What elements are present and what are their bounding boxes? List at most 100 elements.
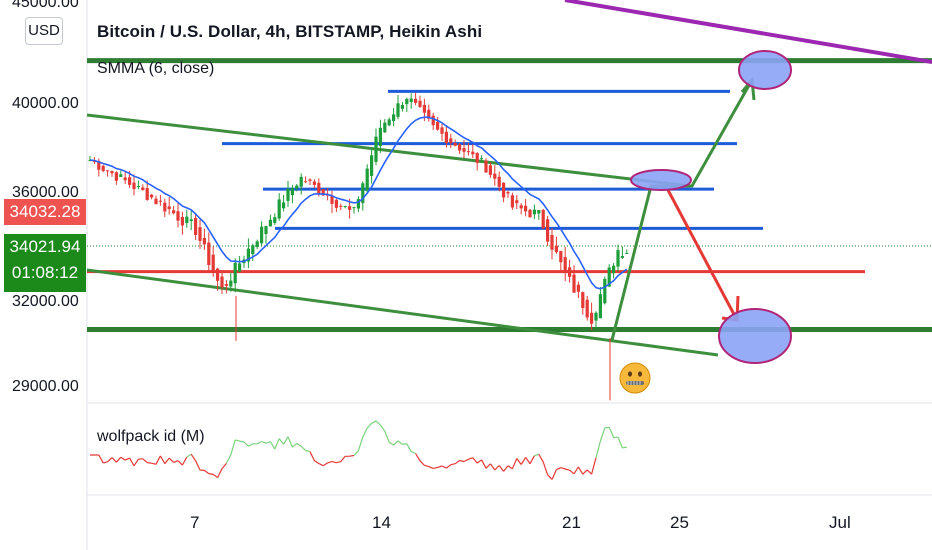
candle-body [268, 219, 272, 227]
candle-body [114, 172, 118, 181]
candle-body [290, 188, 294, 196]
candle-body [286, 188, 290, 201]
candle-body [110, 171, 114, 174]
candle-body [524, 205, 528, 212]
candle-body [339, 205, 343, 207]
zipper-mouth-emoji-icon [619, 362, 651, 394]
channel-lower-line [86, 268, 719, 357]
candle-body [563, 257, 567, 273]
candle-body [418, 100, 422, 107]
drawings-front[interactable] [610, 50, 792, 364]
prev-price-badge: 34032.28 [4, 199, 86, 225]
time-tick: Jul [829, 513, 851, 532]
candle-body [119, 174, 123, 177]
bar-countdown: 01:08:12 [11, 263, 79, 282]
candle-body [176, 211, 180, 221]
candle-body [163, 202, 167, 212]
bullish-projection-arrow [610, 79, 754, 341]
indicator-label[interactable]: SMMA (6, close) [97, 60, 215, 77]
candle-body [383, 122, 387, 133]
candle-body [559, 250, 563, 263]
candle-body [422, 104, 426, 113]
candle-body [603, 278, 607, 304]
candle-body [220, 276, 224, 288]
target-ellipse [738, 50, 792, 90]
candle-body [392, 114, 396, 122]
price-tick-top: 45000.00 [12, 0, 79, 11]
price-tick: 29000.00 [12, 378, 79, 395]
candle-body [528, 209, 532, 218]
candle-body [238, 263, 242, 272]
candle-body [229, 280, 233, 287]
candle-body [590, 312, 594, 324]
candle-body [594, 312, 598, 321]
candle-body [194, 217, 198, 235]
target-ellipse [630, 169, 692, 191]
candle-body [488, 165, 492, 175]
candle-body [554, 245, 558, 253]
target-ellipse [718, 308, 792, 364]
price-tick: 36000.00 [12, 184, 79, 201]
candle-body [576, 284, 580, 292]
candle-body [167, 206, 171, 210]
candle-body [493, 173, 497, 179]
candle-body [436, 121, 440, 130]
candle-body [458, 144, 462, 151]
price-tick: 40000.00 [12, 95, 79, 112]
candle-body [106, 170, 110, 172]
candle-body [374, 136, 378, 162]
candle-body [572, 274, 576, 293]
candle-body [308, 179, 312, 181]
candle-body [541, 209, 545, 229]
candle-body [198, 227, 202, 241]
candle-body [396, 103, 400, 117]
candle-body [612, 265, 616, 274]
oscillator-up-line [186, 420, 627, 464]
last-price-value: 34021.94 [9, 237, 81, 256]
candle-body [224, 284, 228, 286]
candle-body [484, 160, 488, 173]
candle-body [453, 142, 457, 146]
candle-body [620, 256, 624, 258]
candle-body [189, 219, 193, 222]
candle-body [444, 131, 448, 144]
candle-body [471, 151, 475, 155]
price-tick: 32000.00 [12, 293, 79, 310]
candle-body [180, 216, 184, 226]
currency-button[interactable]: USD [25, 17, 63, 45]
candle-body [299, 176, 303, 187]
candle-body [172, 210, 176, 214]
candle-body [616, 250, 620, 267]
candle-body [625, 252, 629, 254]
candle-body [546, 219, 550, 242]
smma-line [89, 116, 628, 290]
candle-body [260, 226, 264, 244]
candle-body [282, 202, 286, 209]
candle-body [378, 127, 382, 146]
candle-body [532, 209, 536, 215]
diagonal-trendline [564, 0, 932, 64]
candle-body [480, 158, 484, 160]
candle-body [365, 168, 369, 191]
candle-body [581, 292, 585, 309]
candle-body [141, 187, 145, 191]
candle-body [312, 181, 316, 185]
candle-body [510, 195, 514, 208]
candle-body [515, 200, 519, 204]
candle-body [475, 152, 479, 163]
candle-body [330, 195, 334, 204]
oscillator-label[interactable]: wolfpack id (M) [97, 428, 205, 445]
candle-body [405, 98, 409, 105]
candle-body [295, 185, 299, 189]
candle-body [321, 189, 325, 196]
candle-body [409, 98, 413, 102]
last-price-badge: 34021.94 01:08:12 [4, 234, 86, 292]
candle-body [519, 205, 523, 209]
candle-body [414, 98, 418, 103]
candle-body [400, 104, 404, 109]
candle-body [466, 151, 470, 153]
candle-body [568, 267, 572, 277]
candle-body [123, 177, 127, 181]
